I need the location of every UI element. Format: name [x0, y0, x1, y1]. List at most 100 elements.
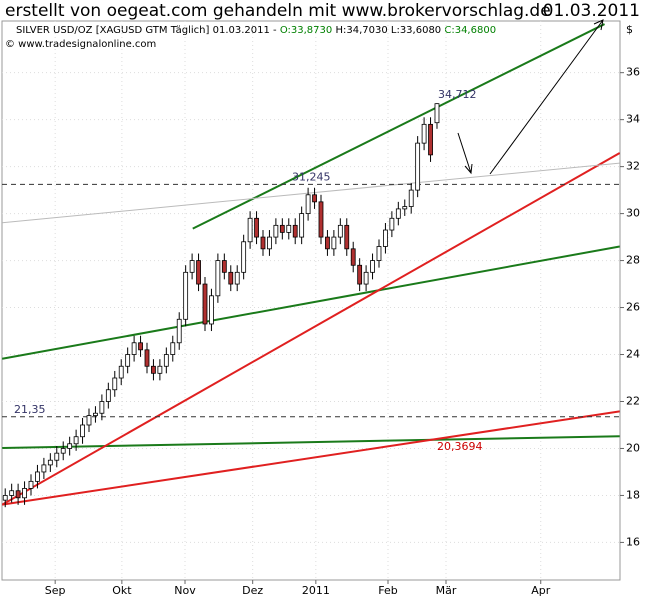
- copyright: © www.tradesignalonline.com: [5, 39, 156, 50]
- candle-body: [428, 123, 433, 156]
- candle-body: [41, 464, 47, 473]
- y-tick-label: 16: [626, 535, 640, 548]
- candle-body: [80, 424, 85, 438]
- y-tick-label: 30: [626, 207, 640, 220]
- candle-body: [93, 412, 98, 416]
- candle-body: [125, 354, 131, 367]
- x-tick-label: Dez: [242, 584, 263, 597]
- candle-body: [241, 241, 247, 273]
- trend-line: [2, 152, 620, 506]
- candle-body: [202, 283, 208, 325]
- candle-body: [267, 236, 272, 250]
- candle-body: [9, 490, 15, 496]
- x-tick-label: Sep: [45, 584, 66, 597]
- y-tick-label: 36: [626, 66, 640, 79]
- x-tick-label: 2011: [302, 584, 330, 597]
- candle-body: [209, 295, 214, 325]
- candle-body: [151, 365, 156, 374]
- candle-body: [286, 224, 292, 233]
- candle-body: [228, 271, 234, 285]
- candle-body: [112, 377, 118, 391]
- y-tick-label: 28: [626, 254, 640, 267]
- level-label: 21,35: [14, 403, 46, 416]
- candle-body: [183, 271, 189, 320]
- currency-label: $: [626, 23, 633, 36]
- candle-body: [54, 452, 60, 461]
- candle-body: [370, 260, 375, 273]
- plot: [2, 21, 620, 580]
- annotation-label: 34,712: [438, 88, 477, 101]
- candle-body: [305, 194, 311, 214]
- arrow: [489, 19, 604, 175]
- candle-body: [60, 448, 66, 454]
- trend-line: [2, 410, 620, 506]
- candle-body: [402, 206, 408, 210]
- arrows: [457, 19, 604, 175]
- candle-body: [260, 236, 266, 250]
- trend-line: [192, 23, 605, 230]
- candle-body: [138, 342, 143, 351]
- candle-body: [299, 213, 305, 238]
- candle-body: [279, 224, 285, 233]
- candle-body: [105, 389, 111, 402]
- info-part: O:33,8730: [280, 25, 332, 36]
- candle-body: [144, 349, 150, 367]
- plot-frame: [1, 20, 621, 581]
- info-part: H:34,7030 L:33,6080: [335, 25, 441, 36]
- trend-line: [2, 245, 620, 360]
- candle-body: [363, 271, 369, 285]
- trend-line: [2, 162, 620, 224]
- x-tick-label: Apr: [531, 584, 551, 597]
- candle-body: [118, 365, 124, 379]
- info-part: SILVER USD/OZ [XAGUSD GTM Täglich] 01.03…: [16, 25, 277, 36]
- candle-body: [176, 318, 182, 344]
- candle-body: [318, 201, 324, 238]
- level-label: 31,245: [292, 170, 331, 183]
- candle-body: [312, 194, 317, 203]
- x-tick-label: Okt: [112, 584, 132, 597]
- x-tick-label: Mär: [436, 584, 457, 597]
- candle-body: [325, 236, 330, 250]
- chart-title: erstellt von oegeat.com gehandeln mit ww…: [5, 1, 551, 21]
- candle-body: [357, 264, 363, 285]
- candle-body: [15, 490, 21, 499]
- x-tick-label: Feb: [378, 584, 397, 597]
- candle-body: [350, 248, 356, 266]
- candle-body: [389, 217, 395, 231]
- candle-body: [99, 401, 105, 414]
- candle-body: [86, 415, 92, 426]
- candle-body: [28, 480, 34, 489]
- candle-body: [163, 354, 169, 367]
- candle-body: [196, 260, 201, 285]
- candle-body: [434, 103, 440, 124]
- candle-body: [395, 208, 401, 219]
- y-tick-label: 20: [626, 441, 640, 454]
- candle-body: [157, 365, 163, 374]
- candle-body: [273, 224, 279, 238]
- y-tick-label: 34: [626, 113, 640, 126]
- candle-body: [421, 123, 427, 144]
- candle-body: [376, 246, 382, 261]
- candle-body: [22, 487, 27, 499]
- candle-body: [35, 471, 40, 482]
- x-tick-label: Nov: [174, 584, 196, 597]
- y-tick-label: 32: [626, 160, 640, 173]
- candle-body: [67, 443, 73, 449]
- candle-body: [337, 224, 343, 238]
- y-tick-label: 24: [626, 348, 640, 361]
- candle-body: [73, 436, 79, 445]
- candle-body: [2, 495, 8, 501]
- candle-body: [170, 342, 176, 355]
- candle-body: [344, 224, 350, 250]
- arrow: [457, 132, 473, 175]
- chart-date: 01.03.2011: [543, 1, 640, 21]
- info-part: C:34,6800: [444, 25, 496, 36]
- y-tick-label: 18: [626, 488, 640, 501]
- candle-body: [234, 271, 240, 285]
- candle-body: [247, 217, 253, 243]
- info-line: SILVER USD/OZ [XAGUSD GTM Täglich] 01.03…: [16, 25, 496, 36]
- candle-body: [189, 260, 195, 273]
- candle-body: [254, 217, 259, 238]
- annotation-label: 20,3694: [437, 440, 483, 453]
